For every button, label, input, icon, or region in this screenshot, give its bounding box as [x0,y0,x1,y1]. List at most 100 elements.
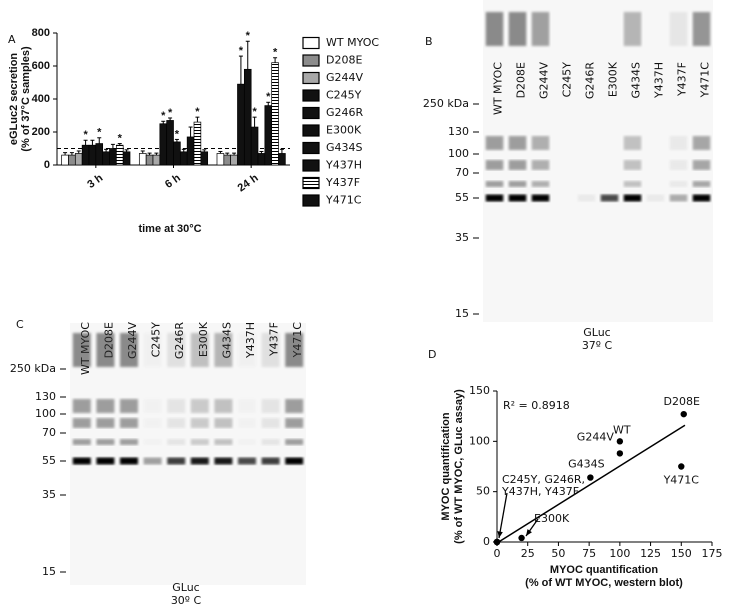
lane-label: Y437F [676,62,689,97]
y-tick-label: 200 [32,126,50,138]
y-tick-label: 0 [44,159,50,171]
bar [200,151,209,166]
smear [285,439,304,445]
smear [214,399,233,413]
legend-label: G434S [326,141,363,154]
smear [120,399,138,413]
bar [88,144,97,166]
smear [238,418,256,428]
band [485,194,504,202]
marker-label: 70 [455,166,469,179]
smear [120,418,138,428]
smear [261,399,280,413]
blot-caption: 37º C [582,339,613,352]
smear [190,418,209,428]
marker-label: 15 [42,565,56,578]
smear [261,418,280,428]
smear [238,439,256,445]
y-axis-label: eGLuc2 secretion [8,53,20,146]
legend-label: G246R [326,106,364,119]
panel-label: D [428,348,436,361]
significance-star: * [83,129,88,141]
smear [144,333,162,367]
smear [96,399,115,413]
marker-label: 130 [448,125,469,138]
legend-swatch [302,141,320,155]
blot-caption: GLuc [583,326,610,339]
marker-label: 35 [42,488,56,501]
smear [144,399,162,413]
smear [167,399,186,413]
legend-swatch [302,71,320,85]
lane-label: Y437H [653,62,666,99]
arrow-label: Y437H, Y437F [501,485,579,498]
significance-star: * [273,47,278,59]
band [285,457,304,465]
lane-label: Y437H [244,322,257,359]
smear [531,181,550,187]
smear [531,136,550,150]
marker-label: 35 [455,231,469,244]
smear [167,418,186,428]
smear [692,160,711,170]
smear [214,333,233,367]
smear [485,181,504,187]
legend-label: C245Y [326,89,362,102]
marker-label: 250 kDa [423,97,469,110]
arrow [498,492,508,539]
smear [72,418,91,428]
x-axis-label: time at 30°C [138,223,201,235]
smear [692,12,711,46]
smear [692,136,711,150]
legend-label: Y437H [325,159,362,172]
band [692,194,711,202]
x-tick-label: 24 h [236,172,261,195]
legend-swatch [302,36,320,50]
point-label: G244V [577,430,615,443]
significance-star: * [266,91,271,103]
smear [214,439,233,445]
band [120,457,138,465]
legend-label: Y471C [325,194,362,207]
marker-label: 70 [42,426,56,439]
legend-swatch [302,106,320,120]
bar [166,120,174,166]
smear [669,12,688,46]
significance-star: * [195,106,200,118]
point [678,463,685,470]
smear [144,439,162,445]
band [531,194,550,202]
significance-star: * [161,110,166,122]
band [508,194,527,202]
lane-label: Y471C [699,62,712,99]
bar [74,153,83,166]
lane-label: G246R [584,62,597,100]
legend-label: WT MYOC [326,36,379,49]
smear [96,418,115,428]
legend-swatch [302,176,320,190]
bar [159,123,168,166]
arrow-label: E300K [534,512,570,525]
smear [72,399,91,413]
smear [190,399,209,413]
x-tick-label: 175 [702,547,723,560]
lane-label: G434S [630,62,643,99]
smear [623,12,642,46]
point [587,474,594,481]
smear [190,439,209,445]
marker-label: 55 [42,454,56,467]
smear [261,333,280,367]
smear [120,333,138,367]
point [493,538,501,546]
smear [167,439,186,445]
smear [261,439,280,445]
significance-star: * [118,132,123,144]
smear [669,181,688,187]
bar [216,153,225,166]
significance-star: * [252,106,257,118]
bar [237,83,245,166]
y-tick-label: 600 [32,60,50,72]
smear [238,333,256,367]
lane-label: E300K [607,61,620,97]
bar [271,62,279,166]
